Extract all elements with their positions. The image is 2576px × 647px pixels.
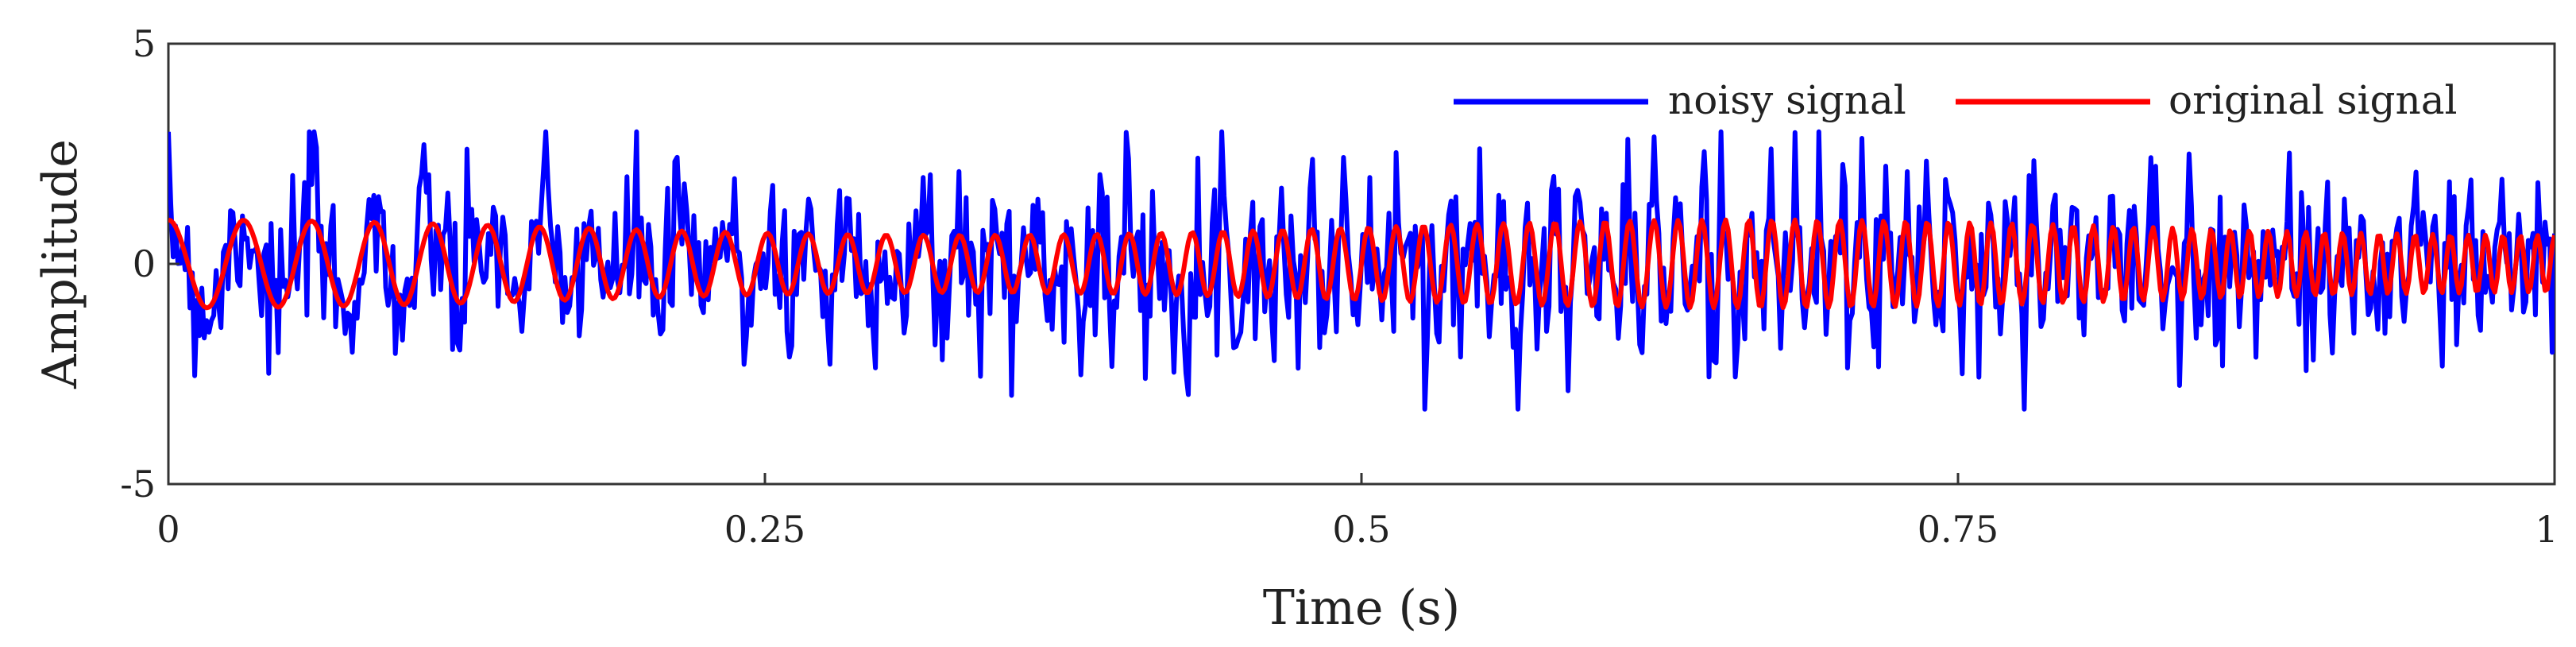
y-axis: 5 0 -5 xyxy=(120,22,180,506)
legend-label-noisy: noisy signal xyxy=(1668,77,1906,123)
original-signal-line xyxy=(168,217,2555,311)
x-tick-label: 0.25 xyxy=(724,508,805,551)
y-tick-label: 5 xyxy=(133,22,156,65)
x-tick-label: 0.5 xyxy=(1332,508,1390,551)
x-tick-label: 0.75 xyxy=(1918,508,1999,551)
y-tick-label: 0 xyxy=(133,242,156,285)
legend: noisy signal original signal xyxy=(1454,77,2458,123)
y-tick-label: -5 xyxy=(120,463,156,506)
x-axis: 0 0.25 0.5 0.75 1 xyxy=(156,473,2559,551)
y-axis-label: Amplitude xyxy=(33,139,88,389)
x-axis-label: Time (s) xyxy=(1263,580,1460,636)
x-tick-label: 0 xyxy=(156,508,180,551)
series-layer xyxy=(168,129,2555,412)
legend-label-original: original signal xyxy=(2169,77,2458,123)
x-tick-label: 1 xyxy=(2535,508,2558,551)
